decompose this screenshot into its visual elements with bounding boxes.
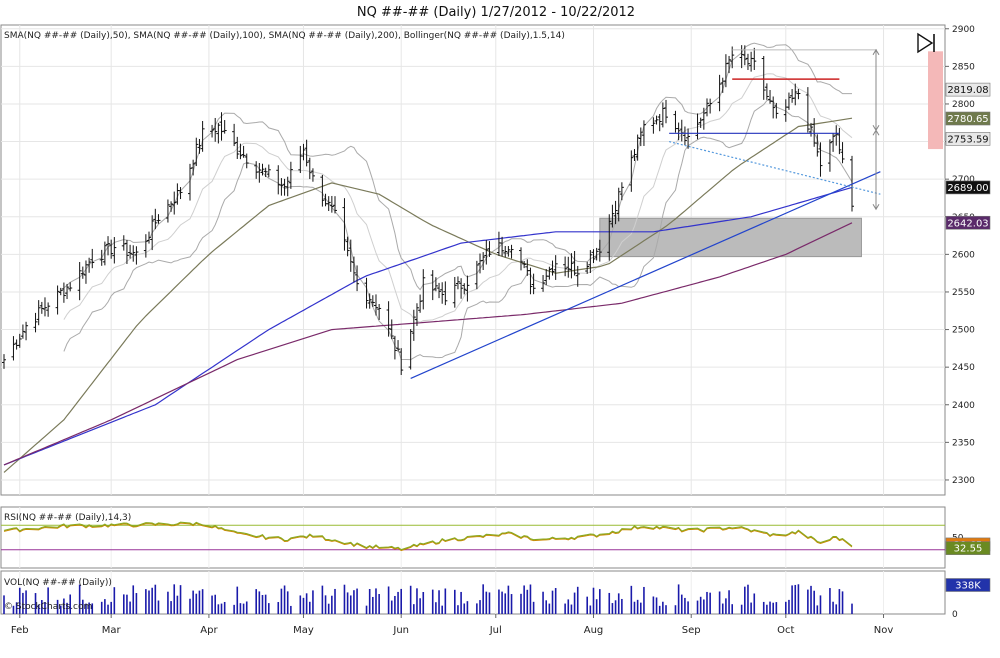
- rsi-signal-tag: 32.55: [954, 544, 983, 555]
- annotations: [410, 48, 881, 379]
- rsi-signal-tag-box: [945, 541, 991, 555]
- dotted-trendline: [669, 140, 881, 195]
- watermark: © StockCharts.com: [4, 602, 92, 612]
- month-label: May: [293, 625, 314, 636]
- price-tag: 2689.00: [947, 183, 988, 194]
- volume-label: VOL(NQ ##-## (Daily)): [4, 578, 112, 588]
- sma-100-line: [3, 186, 853, 466]
- y-tick-label: 2500: [952, 326, 975, 336]
- chart-title: NQ ##-## (Daily) 1/27/2012 - 10/22/2012: [357, 5, 635, 20]
- rsi-label: RSI(NQ ##-## (Daily),14,3): [4, 513, 131, 523]
- y-tick-label: 2300: [952, 476, 975, 486]
- y-tick-label: 2700: [952, 175, 975, 185]
- month-label: Nov: [874, 625, 894, 636]
- price-tag: 2753.59: [947, 134, 988, 145]
- price-tags: 2819.082780.652753.592689.002642.0338.65…: [945, 82, 991, 592]
- price-tag-box: [945, 180, 991, 195]
- price-panel-frame: [0, 24, 946, 496]
- y-tick-label: 2800: [952, 100, 975, 110]
- price-tag: 2642.03: [947, 218, 988, 229]
- y-tick-label: 2350: [952, 438, 975, 448]
- month-label: Feb: [11, 625, 29, 636]
- rsi-lines: [1, 521, 945, 552]
- rsi-panel-frame: [0, 506, 946, 569]
- price-tag-box: [945, 215, 991, 230]
- y-tick-label: 2900: [952, 25, 975, 35]
- y-tick-label: 2850: [952, 62, 975, 72]
- measure-arrowhead: [872, 203, 880, 211]
- price-tag-box: [945, 82, 991, 97]
- price-tag: 2780.65: [947, 114, 988, 125]
- sma-200-line: [3, 222, 853, 466]
- moving-averages: [3, 117, 853, 473]
- volume-tick-label: 0: [952, 610, 958, 620]
- month-label: Apr: [200, 625, 218, 636]
- pink-zone: [928, 51, 943, 150]
- y-tick-label: 2600: [952, 250, 975, 260]
- y-tick-label: 2550: [952, 288, 975, 298]
- measure-arrowhead: [872, 129, 880, 136]
- volume-value-tag: 338K: [955, 581, 981, 592]
- bollinger-upper: [63, 42, 852, 291]
- bollinger-lower: [63, 99, 853, 361]
- measure-arrowhead: [872, 48, 880, 56]
- y-tick-label: 2450: [952, 363, 975, 373]
- price-bars: [2, 45, 854, 375]
- volume-panel-frame: [0, 570, 946, 615]
- play-icon[interactable]: [917, 32, 935, 54]
- month-label: Sep: [682, 625, 701, 636]
- rsi-line: [3, 521, 853, 551]
- volume-bars: [3, 584, 853, 614]
- rsi-signal-line: [3, 522, 853, 552]
- price-tag-box: [945, 132, 991, 146]
- month-label: Jul: [489, 625, 502, 636]
- bollinger-bands: [63, 42, 853, 361]
- price-indicator-label: SMA(NQ ##-## (Daily),50), SMA(NQ ##-## (…: [4, 31, 565, 41]
- month-label: Oct: [777, 625, 794, 636]
- month-label: Aug: [584, 625, 604, 636]
- bollinger-middle: [63, 73, 853, 323]
- rising-trendline: [410, 171, 881, 379]
- price-tag-box: [945, 111, 991, 126]
- volume-value-tag-box: [945, 578, 991, 592]
- sma-50-line: [3, 117, 853, 473]
- axes: 2300235024002450250025502600265027002750…: [11, 25, 975, 636]
- price-tag: 2819.08: [947, 85, 988, 96]
- month-label: Jun: [392, 625, 409, 636]
- y-tick-label: 2400: [952, 401, 975, 411]
- month-label: Mar: [102, 625, 122, 636]
